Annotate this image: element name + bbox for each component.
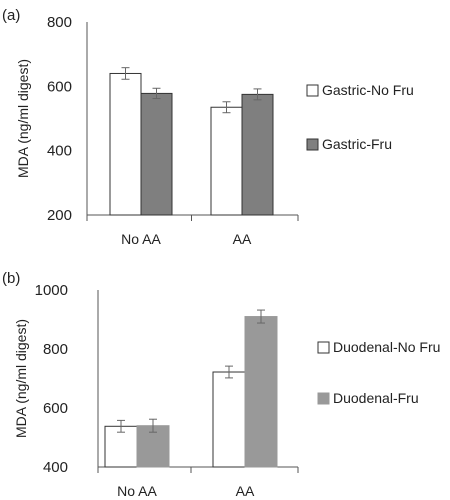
bar	[140, 92, 173, 216]
legend-label: Duodenal-Fru	[333, 390, 419, 406]
y-tick-label: 1000	[35, 282, 68, 299]
bar	[104, 425, 138, 468]
x-tick-label: AA	[236, 483, 255, 499]
y-tick-label: 600	[47, 78, 72, 95]
legend-label: Gastric-No Fru	[322, 82, 414, 98]
panel-b: (b) 400 600 800 1000 MDA (ng/ml digest) No AA A…	[2, 270, 440, 499]
bar	[109, 72, 142, 216]
legend-swatch	[306, 138, 319, 151]
y-tick-label: 200	[47, 207, 72, 224]
y-tick-label: 600	[43, 400, 68, 417]
bar	[241, 93, 274, 216]
legend-label: Duodenal-No Fru	[333, 339, 440, 355]
bar	[212, 371, 246, 468]
y-tick-label: 800	[43, 341, 68, 358]
x-tick-label: No AA	[117, 483, 157, 499]
y-tick-label: 400	[47, 143, 72, 160]
x-tick-label: AA	[233, 231, 252, 247]
legend-label: Gastric-Fru	[322, 136, 392, 152]
legend-swatch	[306, 84, 319, 97]
panel-label: (b)	[2, 270, 20, 287]
y-axis-label: MDA (ng/ml digest)	[15, 59, 31, 178]
y-tick-label: 800	[47, 14, 72, 31]
bar	[244, 316, 278, 468]
x-tick-label: No AA	[121, 231, 161, 247]
legend-swatch	[317, 341, 330, 354]
y-tick-label: 400	[43, 459, 68, 476]
bar	[210, 106, 243, 216]
y-axis-label: MDA (ng/ml digest)	[13, 319, 29, 438]
legend-swatch	[317, 392, 330, 405]
panel-a: (a) 200 400 600 800 MDA (ng/ml digest) No AA AA…	[2, 7, 414, 247]
panel-label: (a)	[2, 7, 20, 24]
